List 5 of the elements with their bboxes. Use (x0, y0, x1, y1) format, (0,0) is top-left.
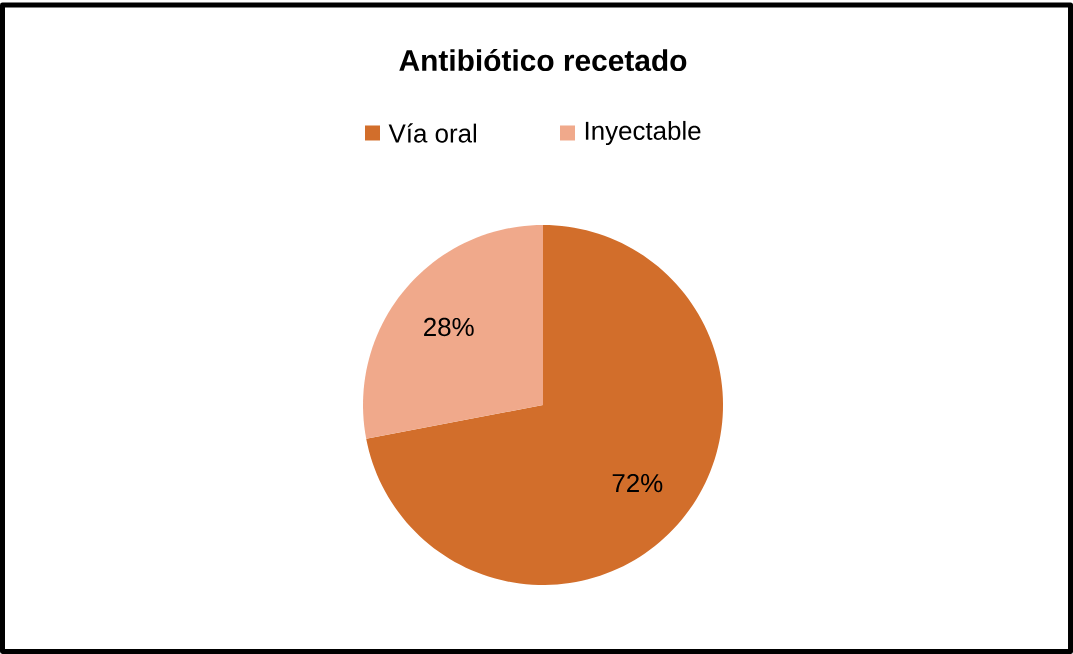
legend-label: Vía oral (388, 123, 477, 143)
data-label: 28% (424, 317, 474, 337)
legend-label: Inyectable (585, 120, 701, 146)
data-label: 72% (612, 473, 663, 493)
chart-title: Antibiótico recetado (399, 48, 687, 72)
